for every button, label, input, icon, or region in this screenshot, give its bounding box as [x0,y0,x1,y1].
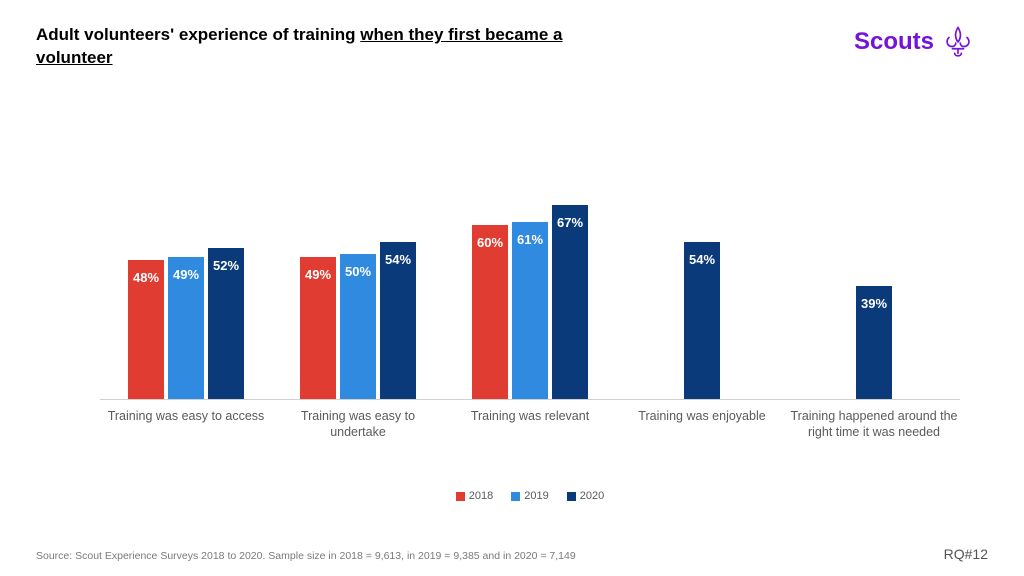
legend-item: 2018 [456,490,493,502]
bar-value-label: 54% [689,242,715,267]
title-prefix: Adult volunteers' experience of training [36,25,360,44]
bar: 49% [300,257,336,399]
bar: 54% [380,242,416,399]
category-label: Training was easy to undertake [273,408,443,441]
legend-swatch [456,492,465,501]
bar: 67% [552,205,588,399]
chart-legend: 2018 2019 2020 [100,490,960,502]
bar: 50% [340,254,376,399]
category-label: Training was easy to access [101,408,271,441]
bar-value-label: 52% [213,248,239,273]
category-label: Training was enjoyable [617,408,787,441]
fleur-de-lis-icon [940,24,976,60]
legend-item: 2020 [567,490,604,502]
bar-group: 39% [789,286,959,399]
scouts-logo: Scouts [854,24,976,60]
bar-value-label: 61% [517,222,543,247]
bar: 52% [208,248,244,399]
bar: 60% [472,225,508,399]
page-title: Adult volunteers' experience of training… [36,24,596,70]
bar-value-label: 50% [345,254,371,279]
source-text: Source: Scout Experience Surveys 2018 to… [36,550,576,562]
bar-value-label: 48% [133,260,159,285]
bar-value-label: 49% [173,257,199,282]
bar: 48% [128,260,164,399]
logo-text: Scouts [854,28,934,56]
bar: 54% [684,242,720,399]
bar: 61% [512,222,548,399]
bar: 49% [168,257,204,399]
bar-group: 60% 61% 67% [445,205,615,399]
legend-swatch [511,492,520,501]
bar-value-label: 54% [385,242,411,267]
category-label: Training happened around the right time … [789,408,959,441]
bar-value-label: 67% [557,205,583,230]
bar-value-label: 60% [477,225,503,250]
bar-group: 48% 49% 52% [101,248,271,399]
legend-label: 2019 [524,490,548,502]
bar: 39% [856,286,892,399]
rq-tag: RQ#12 [944,546,988,562]
bar-value-label: 49% [305,257,331,282]
category-label: Training was relevant [445,408,615,441]
legend-swatch [567,492,576,501]
training-experience-chart: 48% 49% 52% 49% 50% 54% 60% 61% 67% 54% 39% Traini… [100,110,960,450]
legend-label: 2018 [469,490,493,502]
bar-group: 49% 50% 54% [273,242,443,399]
bar-group: 54% [617,242,787,399]
legend-item: 2019 [511,490,548,502]
bar-value-label: 39% [861,286,887,311]
legend-label: 2020 [580,490,604,502]
